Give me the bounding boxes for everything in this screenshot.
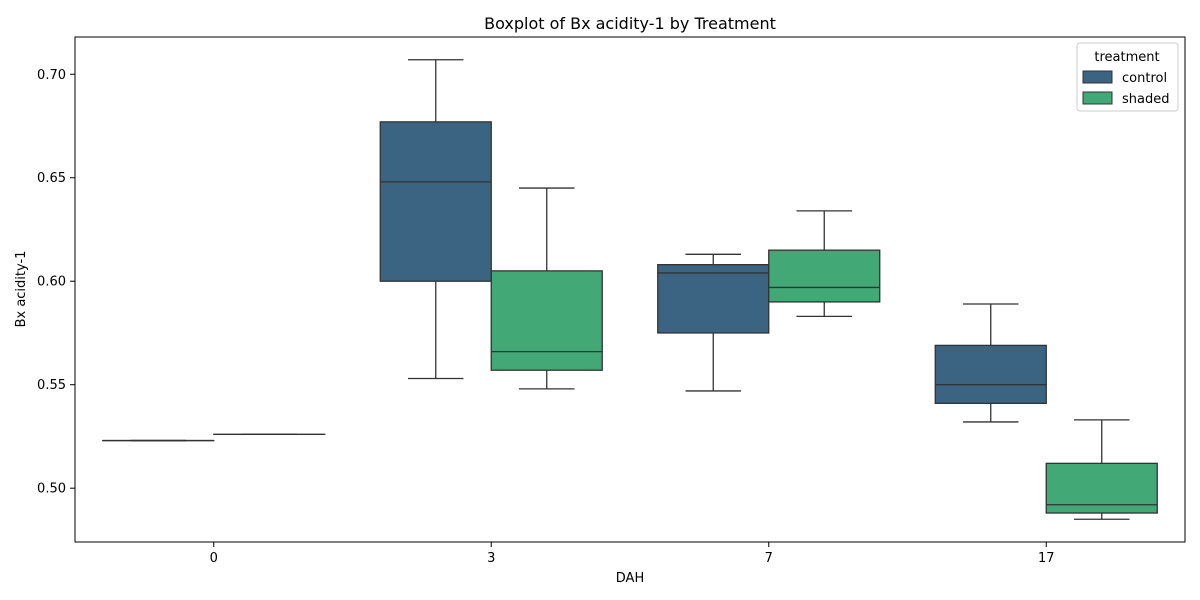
box-control-17 [934, 303, 1047, 423]
chart-title: Boxplot of Bx acidity-1 by Treatment [484, 14, 776, 33]
legend-label-shaded: shaded [1122, 92, 1169, 107]
y-axis-label: Bx acidity-1 [14, 251, 29, 328]
y-axis: 0.50 0.55 0.60 0.65 0.70 [37, 68, 75, 497]
plot-frame [74, 36, 1186, 543]
box-iqr [490, 270, 603, 371]
box-control-3 [379, 59, 492, 380]
y-tick-label: 0.50 [37, 482, 66, 497]
box-shaded-3 [490, 187, 603, 390]
x-tick-label: 3 [487, 551, 495, 566]
plot-area [102, 59, 1158, 520]
legend-title: treatment [1094, 50, 1159, 65]
legend-label-control: control [1122, 71, 1167, 86]
box-control-7 [657, 253, 770, 392]
box-shaded-7 [768, 210, 881, 318]
box-iqr [768, 249, 881, 303]
y-tick-label: 0.60 [37, 275, 66, 290]
legend-swatch-control [1082, 70, 1113, 84]
x-tick-label: 0 [210, 551, 218, 566]
legend: treatment control shaded [1076, 42, 1179, 112]
box-iqr [379, 121, 492, 282]
y-tick-label: 0.70 [37, 68, 66, 83]
x-axis-label: DAH [616, 571, 644, 586]
y-tick-label: 0.65 [37, 171, 66, 186]
box-shaded-17 [1045, 419, 1158, 520]
box-iqr [1045, 462, 1158, 514]
box-iqr [657, 264, 770, 334]
x-axis: 0 3 7 17 [210, 542, 1055, 566]
box-iqr [934, 344, 1047, 404]
x-tick-label: 7 [765, 551, 773, 566]
legend-swatch-shaded [1082, 91, 1113, 105]
y-tick-label: 0.55 [37, 378, 66, 393]
x-tick-label: 17 [1038, 551, 1055, 566]
